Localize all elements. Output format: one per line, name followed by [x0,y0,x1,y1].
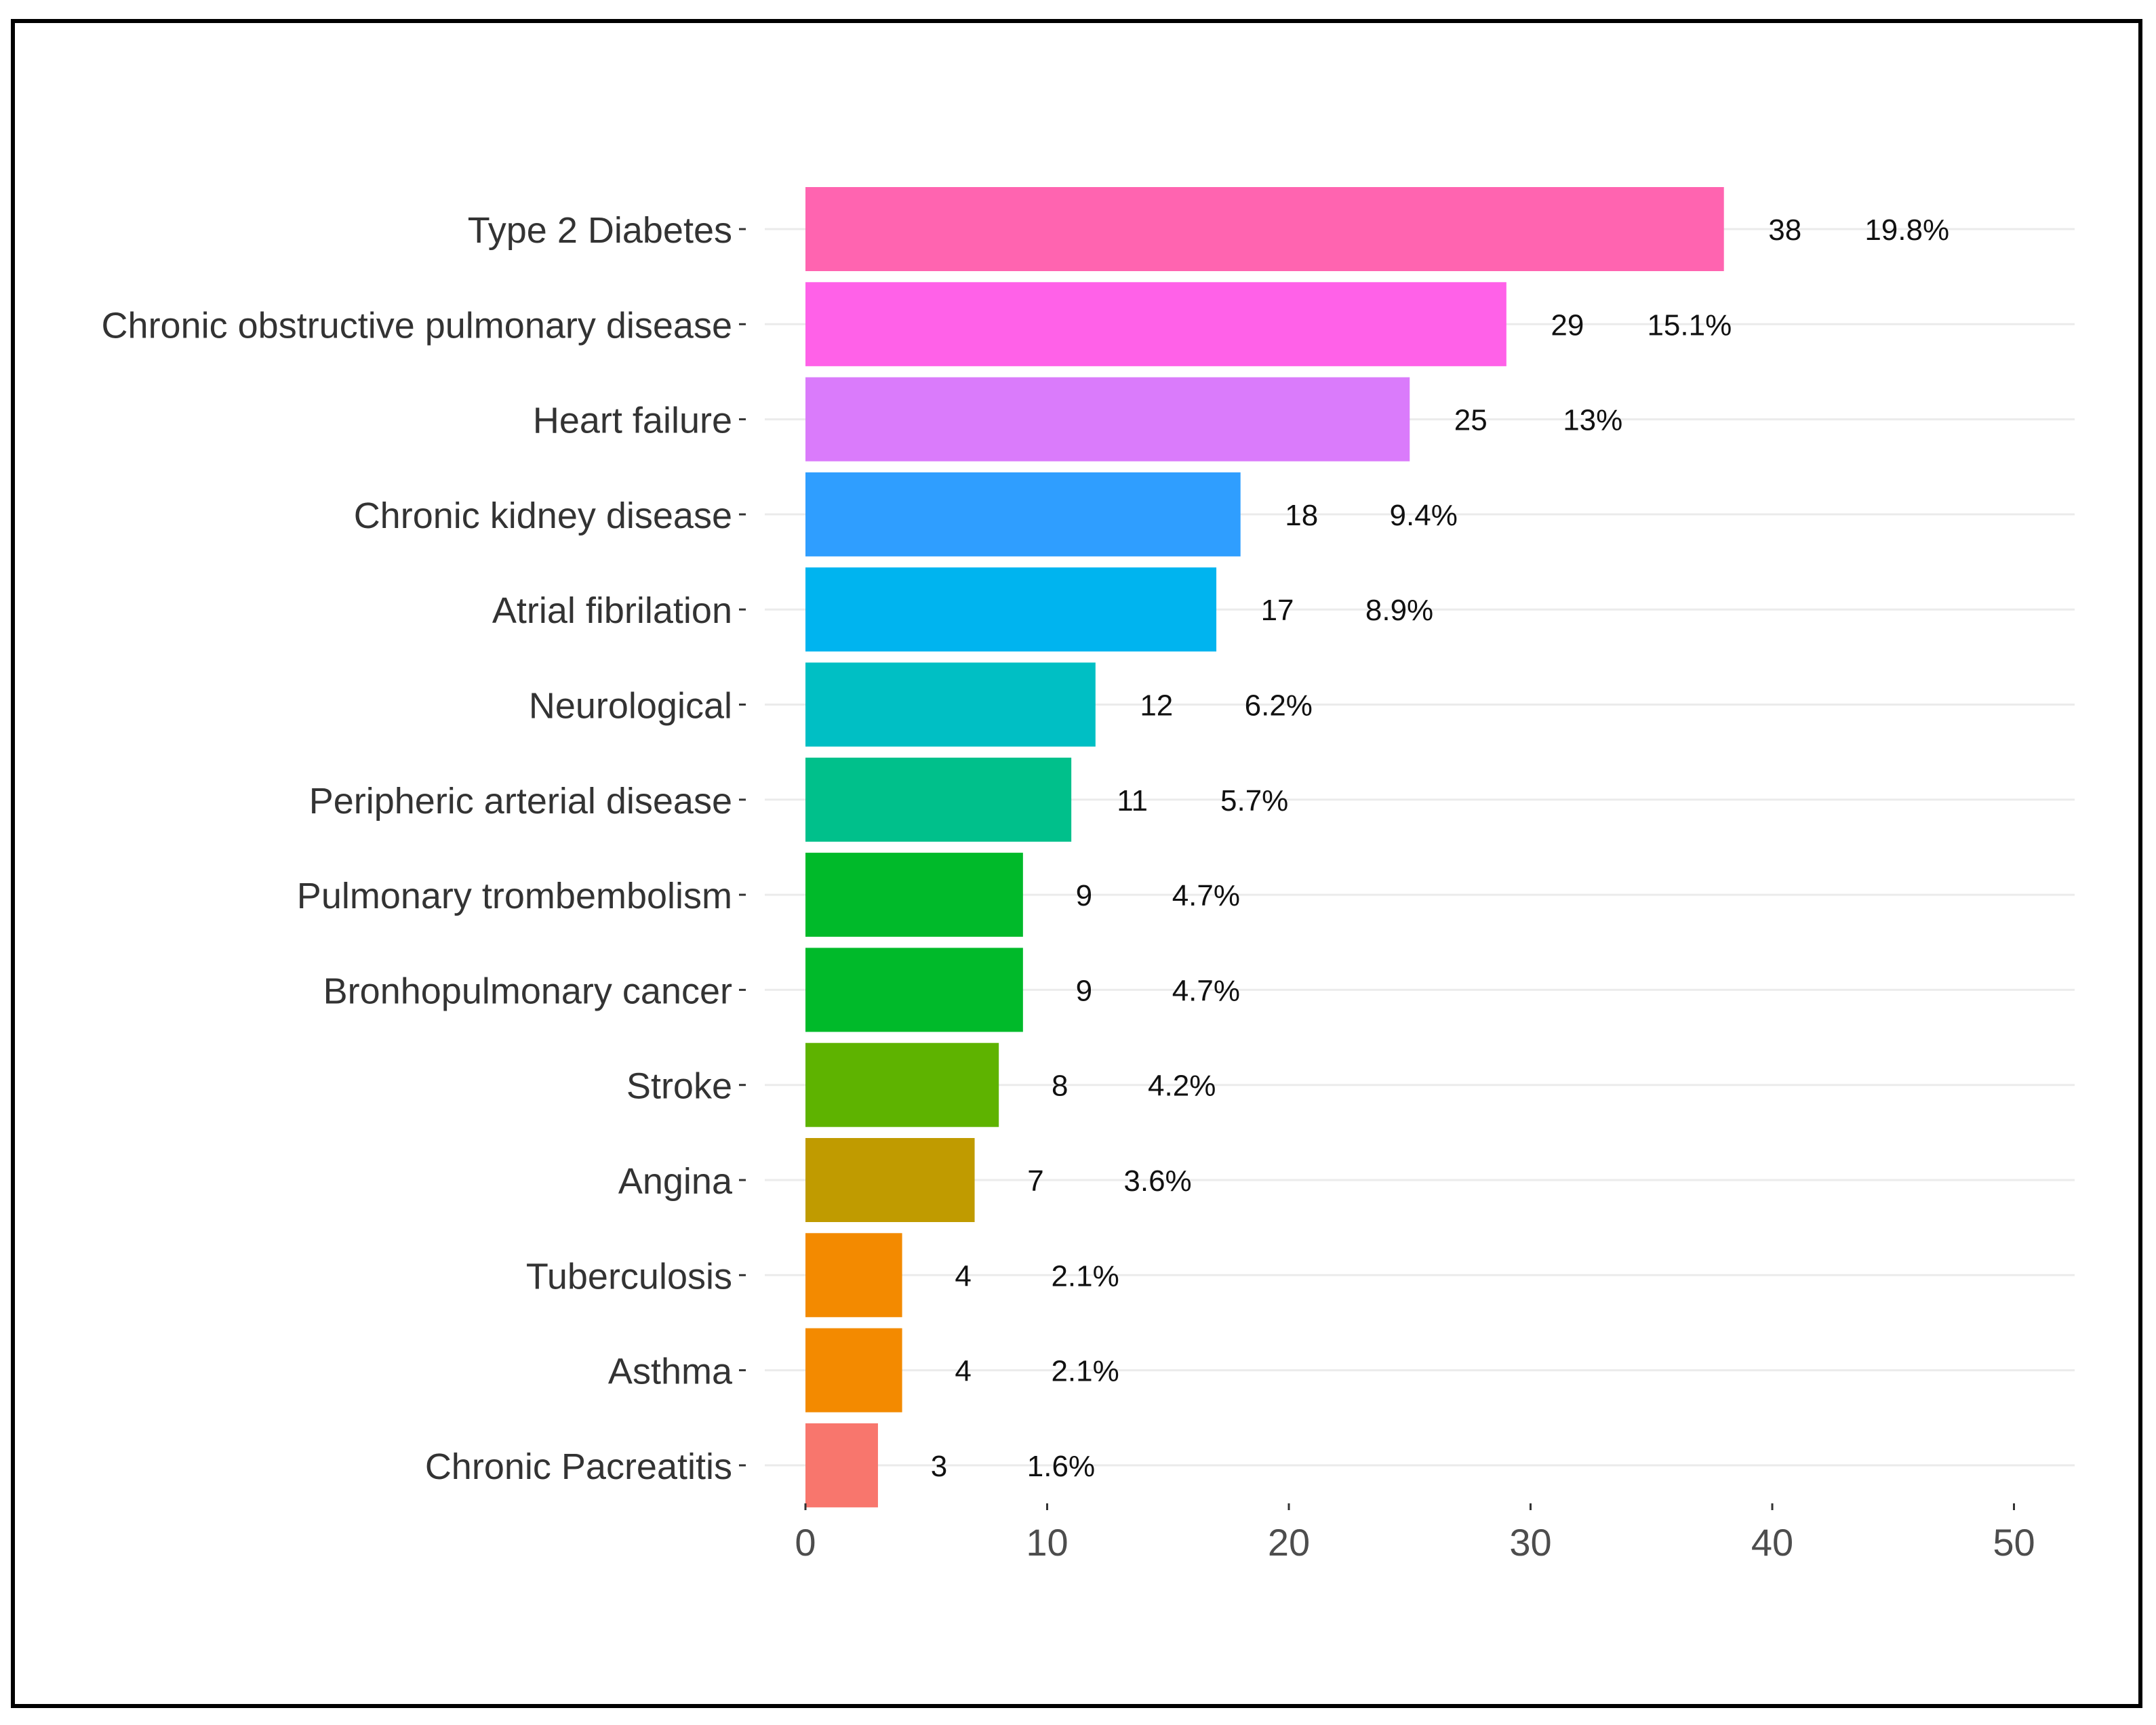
bar [805,948,1023,1032]
bar [805,662,1096,747]
value-label: 9 [1076,879,1092,912]
percent-label: 2.1% [1051,1355,1119,1388]
category-label: Type 2 Diabetes [468,210,732,251]
value-label: 7 [1027,1164,1043,1198]
data-labels: 38 19.8%29 15.1%25 13%18 9.4%17 8.9%12 6.2%11 5… [931,214,1949,1483]
percent-label: 19.8% [1864,214,1949,247]
bar [805,567,1217,652]
value-label: 11 [1117,784,1148,817]
bar [805,1138,975,1222]
category-label: Peripheric arterial disease [309,781,732,821]
category-labels: Type 2 Diabetes Chronic obstructive pulmo… [102,210,746,1487]
bars [805,187,1724,1507]
bar [805,282,1506,367]
percent-label: 9.4% [1390,499,1458,532]
value-label: 38 [1768,214,1801,247]
percent-label: 4.7% [1172,879,1240,912]
percent-label: 4.7% [1172,974,1240,1007]
x-tick-label: 50 [1993,1521,2035,1564]
x-tick-label: 40 [1751,1521,1793,1564]
category-label: Pulmonary trombembolism [297,876,732,916]
value-label: 8 [1052,1070,1068,1103]
category-label: Heart failure [533,401,732,441]
percent-label: 3.6% [1123,1164,1191,1198]
value-label: 25 [1454,404,1488,437]
percent-label: 5.7% [1220,784,1288,817]
percent-label: 13% [1563,404,1622,437]
category-label: Chronic obstructive pulmonary disease [102,305,732,346]
bar [805,1423,878,1507]
percent-label: 6.2% [1245,689,1313,723]
bar [805,1233,902,1318]
category-label: Atrial fibrilation [492,590,732,631]
category-label: Angina [618,1161,733,1202]
category-label: Neurological [529,686,732,727]
x-tick-label: 10 [1026,1521,1068,1564]
value-label: 18 [1285,499,1318,532]
bar [805,1328,902,1413]
x-axis: 0 10 20 30 40 50 [795,1503,2035,1564]
x-tick-label: 0 [795,1521,816,1564]
category-label: Chronic Pacreatitis [425,1446,732,1487]
x-tick-label: 30 [1509,1521,1551,1564]
percent-label: 2.1% [1051,1259,1119,1293]
value-label: 4 [955,1259,971,1293]
percent-label: 4.2% [1148,1070,1216,1103]
category-label: Bronhopulmonary cancer [323,971,732,1011]
bar [805,187,1724,271]
value-label: 17 [1261,594,1294,627]
bar [805,1042,999,1127]
category-label: Asthma [608,1352,733,1392]
value-label: 9 [1076,974,1092,1007]
percent-label: 15.1% [1647,308,1732,342]
percent-label: 1.6% [1027,1450,1095,1483]
value-label: 3 [931,1450,947,1483]
value-label: 4 [955,1355,971,1388]
bar [805,472,1241,556]
category-label: Stroke [626,1066,732,1107]
bar [805,757,1072,842]
value-label: 12 [1140,689,1173,723]
value-label: 29 [1551,308,1584,342]
x-tick-label: 20 [1268,1521,1310,1564]
percent-label: 8.9% [1365,594,1433,627]
category-label: Chronic kidney disease [354,495,732,536]
category-label: Tuberculosis [526,1256,732,1297]
bar [805,853,1023,937]
bar [805,377,1410,462]
